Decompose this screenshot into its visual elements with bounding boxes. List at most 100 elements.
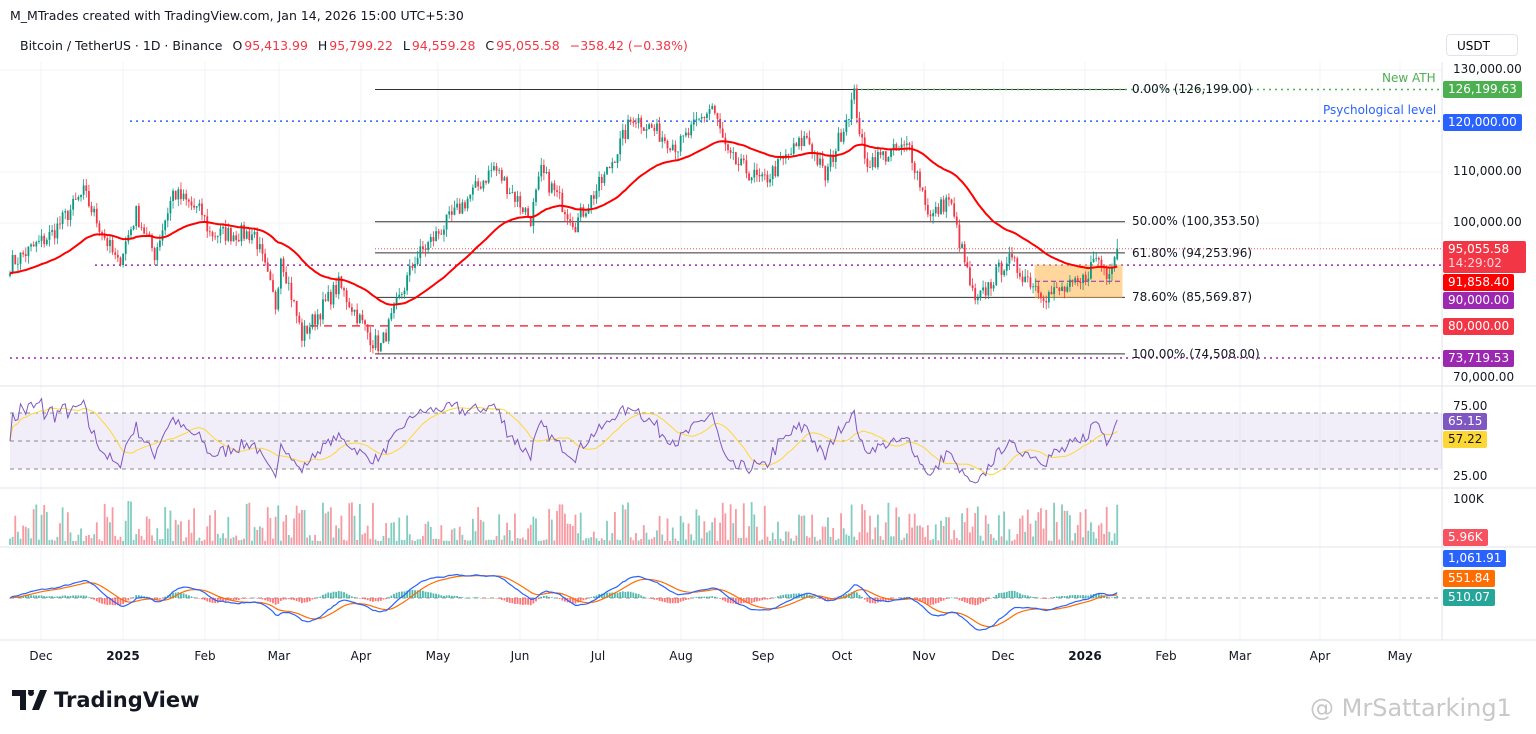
candle-body (979, 290, 982, 298)
macd-histogram-bar (545, 595, 548, 598)
volume-bar (458, 526, 461, 545)
macd-histogram-bar (398, 591, 401, 598)
macd-histogram-bar (903, 597, 906, 598)
volume-bar (1108, 531, 1111, 545)
credit-text: M_MTrades created with TradingView.com, … (10, 8, 464, 23)
candle-body (708, 109, 711, 114)
candle-body (840, 132, 842, 142)
candle-body (308, 327, 311, 334)
macd-histogram-bar (1105, 596, 1108, 598)
volume-bar (603, 540, 606, 545)
volume-bar (1055, 522, 1058, 545)
macd-histogram-bar (266, 598, 269, 602)
candle-body (677, 151, 679, 153)
candle-body (771, 166, 774, 180)
volume-bar (842, 528, 845, 545)
price-tick: 100,000.00 (1453, 215, 1522, 229)
candle-body (713, 105, 716, 114)
volume-bar (656, 530, 658, 545)
volume-bar (169, 510, 172, 545)
macd-histogram-bar (879, 598, 882, 602)
macd-histogram-bar (66, 596, 69, 598)
macd-histogram-bar (548, 596, 551, 598)
time-tick: 2025 (106, 649, 140, 663)
candle-body (485, 180, 487, 183)
candle-body (301, 322, 303, 341)
candle-body (148, 233, 151, 235)
volume-bar (637, 540, 640, 545)
candle-body (1050, 292, 1053, 295)
volume-bar (222, 533, 224, 545)
candle-body (756, 169, 758, 175)
volume-bar (663, 540, 666, 545)
macd-histogram-bar (750, 598, 753, 604)
candle-body (201, 203, 203, 216)
volume-bar (1092, 531, 1095, 545)
macd-histogram-bar (461, 597, 464, 598)
macd-histogram-bar (458, 597, 461, 598)
candle-body (390, 313, 393, 320)
macd-signal-tag: 551.84 (1443, 570, 1495, 587)
volume-bar (285, 515, 288, 545)
macd-histogram-bar (1076, 595, 1079, 598)
macd-histogram-bar (882, 598, 885, 602)
macd-histogram-bar (443, 595, 445, 598)
fib-label: 50.00% (100,353.50) (1132, 214, 1260, 228)
candle-body (287, 282, 290, 284)
candle-body (153, 248, 156, 261)
volume-bar (11, 536, 14, 545)
candle-body (69, 209, 72, 221)
candle-body (716, 113, 719, 119)
candle-body (456, 203, 458, 208)
currency-unit-button[interactable]: USDT (1446, 34, 1518, 56)
macd-histogram-bar (93, 598, 96, 600)
volume-bar (582, 540, 585, 545)
macd-histogram-bar (311, 598, 314, 600)
candle-body (74, 198, 77, 200)
volume-bar (301, 509, 303, 545)
volume-bar (992, 537, 995, 545)
candle-body (498, 169, 501, 171)
candle-body (1011, 253, 1013, 258)
psych-price-tag: 120,000.00 (1443, 114, 1522, 131)
candle-body (348, 302, 351, 308)
candle-body (787, 154, 790, 156)
symbol-name[interactable]: Bitcoin / TetherUS · 1D · Binance (20, 38, 223, 53)
candle-body (243, 224, 245, 239)
volume-bar (172, 540, 174, 545)
volume-bar (190, 532, 193, 545)
candle-body (763, 174, 766, 176)
tradingview-logo[interactable]: TradingView (12, 688, 199, 712)
candle-body (969, 267, 971, 286)
volume-bar (703, 521, 706, 545)
volume-bar (1011, 540, 1013, 545)
volume-bar (119, 536, 122, 545)
candle-body (437, 231, 440, 234)
volume-bar (466, 540, 469, 545)
macd-histogram-bar (287, 598, 290, 600)
candle-body (926, 204, 929, 215)
volume-bar (372, 503, 374, 545)
macd-histogram-bar (211, 598, 214, 603)
candle-body (248, 231, 251, 241)
candle-body (911, 145, 913, 163)
volume-bar (758, 540, 761, 545)
volume-bar (724, 513, 727, 545)
volume-bar (1016, 534, 1019, 545)
candle-body (180, 189, 182, 200)
candle-body (482, 180, 485, 189)
candle-body (1068, 279, 1071, 287)
time-tick: Nov (912, 649, 936, 663)
volume-bar (277, 505, 280, 545)
candle-body (863, 137, 866, 159)
volume-bar (1019, 518, 1021, 545)
candle-body (282, 258, 285, 273)
macd-histogram-bar (677, 598, 679, 604)
macd-histogram-bar (921, 598, 924, 603)
macd-histogram-bar (992, 596, 995, 598)
volume-bar (422, 536, 424, 545)
time-tick: Oct (831, 649, 853, 663)
macd-histogram-bar (724, 598, 727, 602)
volume-bar (564, 513, 566, 545)
